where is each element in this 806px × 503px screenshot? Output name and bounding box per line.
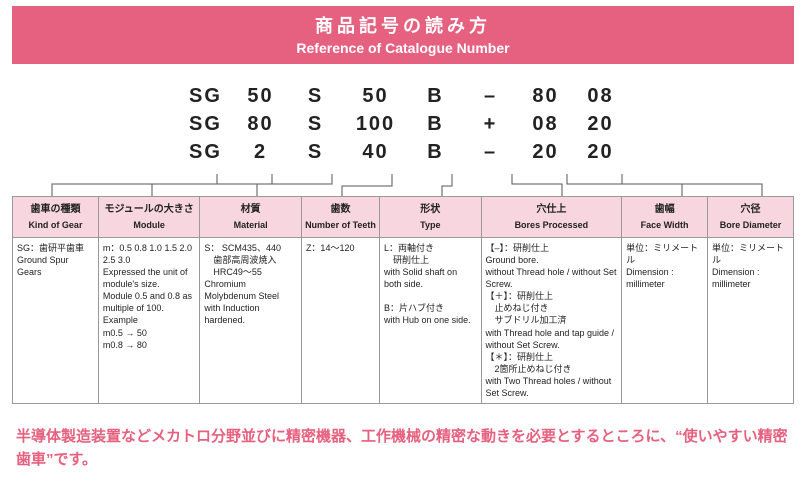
code-segment: 80: [518, 82, 573, 110]
code-segment: 2: [233, 138, 288, 166]
header-bar: 商品記号の読み方 Reference of Catalogue Number: [12, 6, 794, 64]
code-segment: 08: [518, 110, 573, 138]
header-title-en: Reference of Catalogue Number: [12, 40, 794, 56]
column-body: Z：14～120: [301, 237, 379, 404]
column-header: 形状Type: [380, 197, 482, 238]
catalogue-code-block: SG50S50B–8008SG80S100B+0820SG2S40B–2020: [0, 82, 806, 166]
code-segment: 50: [343, 82, 408, 110]
column-header: 歯車の種類Kind of Gear: [13, 197, 99, 238]
column-header: 材質Material: [200, 197, 302, 238]
column-body: SG：歯研平歯車 Ground Spur Gears: [13, 237, 99, 404]
connector-lines: [12, 174, 794, 196]
code-segment: B: [408, 82, 463, 110]
code-segment: B: [408, 138, 463, 166]
code-segment: 50: [233, 82, 288, 110]
code-segment: 08: [573, 82, 628, 110]
code-row: SG50S50B–8008: [0, 82, 806, 110]
code-segment: +: [463, 110, 518, 138]
column-body: 【–】：研削仕上 Ground bore. without Thread hol…: [481, 237, 622, 404]
header-title-jp: 商品記号の読み方: [12, 12, 794, 38]
code-segment: B: [408, 110, 463, 138]
code-segment: 80: [233, 110, 288, 138]
code-segment: S: [288, 138, 343, 166]
column-header: 歯幅Face Width: [622, 197, 708, 238]
column-header: モジュールの大きさModule: [98, 197, 200, 238]
code-row: SG80S100B+0820: [0, 110, 806, 138]
code-segment: –: [463, 82, 518, 110]
reference-table: 歯車の種類Kind of Gearモジュールの大きさModule材質Materi…: [12, 196, 794, 404]
code-row: SG2S40B–2020: [0, 138, 806, 166]
code-segment: SG: [178, 138, 233, 166]
column-body: m：0.5 0.8 1.0 1.5 2.0 2.5 3.0 Expressed …: [98, 237, 200, 404]
footer-description: 半導体製造装置などメカトロ分野並びに精密機器、工作機械の精密な動きを必要とすると…: [16, 426, 790, 471]
code-segment: –: [463, 138, 518, 166]
column-body: S： SCM435、440 歯部高周波焼入 HRC49～55 Chromium …: [200, 237, 302, 404]
code-segment: 20: [573, 110, 628, 138]
code-segment: 100: [343, 110, 408, 138]
column-header: 穴仕上Bores Processed: [481, 197, 622, 238]
column-body: 単位：ミリメートル Dimension : millimeter: [708, 237, 794, 404]
code-segment: SG: [178, 110, 233, 138]
code-segment: S: [288, 110, 343, 138]
column-body: L：両軸付き 研削仕上 with Solid shaft on both sid…: [380, 237, 482, 404]
column-body: 単位：ミリメートル Dimension : millimeter: [622, 237, 708, 404]
column-header: 穴径Bore Diameter: [708, 197, 794, 238]
code-segment: SG: [178, 82, 233, 110]
code-segment: 20: [573, 138, 628, 166]
code-segment: 40: [343, 138, 408, 166]
code-segment: S: [288, 82, 343, 110]
column-header: 歯数Number of Teeth: [301, 197, 379, 238]
code-segment: 20: [518, 138, 573, 166]
